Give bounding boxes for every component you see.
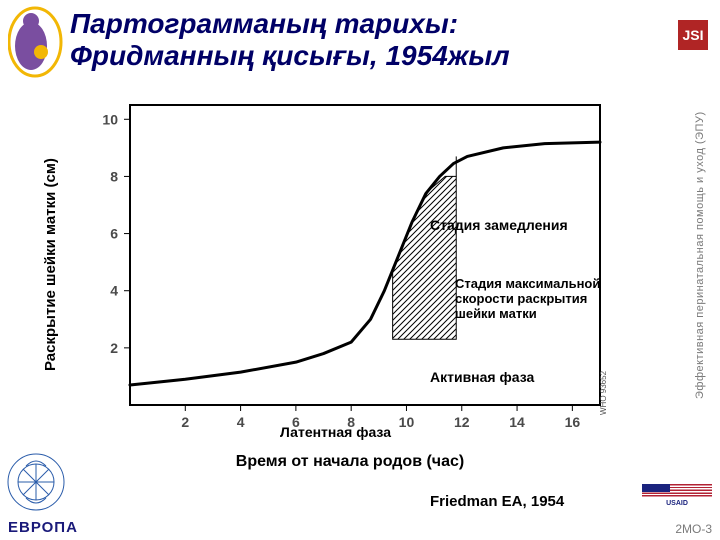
svg-text:4: 4 <box>110 283 118 299</box>
title-line1: Партограмманың тарихы: <box>70 8 650 40</box>
jsi-logo-text: JSI <box>682 27 703 43</box>
svg-text:2: 2 <box>181 414 189 430</box>
usaid-label: USAID <box>642 500 712 507</box>
who-logo <box>6 452 66 512</box>
svg-text:Стадия максимальной: Стадия максимальной <box>455 276 600 291</box>
svg-text:6: 6 <box>110 226 118 242</box>
svg-text:16: 16 <box>565 414 581 430</box>
svg-text:WHO 93652: WHO 93652 <box>599 370 608 415</box>
svg-text:10: 10 <box>399 414 415 430</box>
usaid-logo: USAID <box>642 484 712 512</box>
icon-pregnancy <box>8 6 63 78</box>
svg-text:Стадия замедления: Стадия замедления <box>430 217 568 233</box>
vertical-caption: Эффективная перинатальная помощь и уход … <box>694 70 712 440</box>
jsi-logo: JSI <box>678 20 708 50</box>
svg-text:14: 14 <box>509 414 525 430</box>
svg-text:скорости раскрытия: скорости раскрытия <box>455 291 587 306</box>
svg-text:10: 10 <box>102 111 118 127</box>
citation: Friedman EA, 1954 <box>430 493 564 510</box>
y-axis-label: Раскрытие шейки матки (см) <box>42 150 60 380</box>
svg-text:2: 2 <box>110 340 118 356</box>
friedman-curve-chart: 246810121416246810Стадия замедленияСтади… <box>60 95 630 465</box>
title-line2: Фридманның қисығы, 1954жыл <box>70 40 650 72</box>
slide-title: Партограмманың тарихы: Фридманның қисығы… <box>70 8 650 72</box>
x-axis-label: Время от начала родов (час) <box>160 453 540 471</box>
slide-number: 2MO-3 <box>675 522 712 536</box>
svg-text:Активная фаза: Активная фаза <box>430 369 534 385</box>
svg-text:шейки матки: шейки матки <box>455 306 537 321</box>
svg-text:12: 12 <box>454 414 470 430</box>
svg-text:8: 8 <box>110 168 118 184</box>
usaid-flag-icon <box>642 484 712 498</box>
footer-region: ЕВРОПА <box>8 519 78 536</box>
svg-text:4: 4 <box>237 414 245 430</box>
svg-text:Латентная фаза: Латентная фаза <box>280 424 391 440</box>
